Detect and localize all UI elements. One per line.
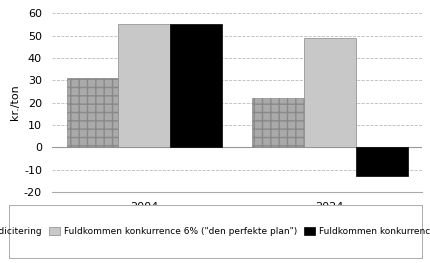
Bar xyxy=(251,98,303,147)
Bar xyxy=(118,24,170,147)
Y-axis label: kr./ton: kr./ton xyxy=(10,85,20,120)
Bar xyxy=(303,38,355,147)
Legend: Udicitering, Fuldkommen konkurrence 6% ("den perfekte plan"), Fuldkommen konkurr: Udicitering, Fuldkommen konkurrence 6% (… xyxy=(0,223,430,240)
Bar xyxy=(170,24,222,147)
Bar xyxy=(355,147,407,176)
Bar xyxy=(66,78,118,147)
